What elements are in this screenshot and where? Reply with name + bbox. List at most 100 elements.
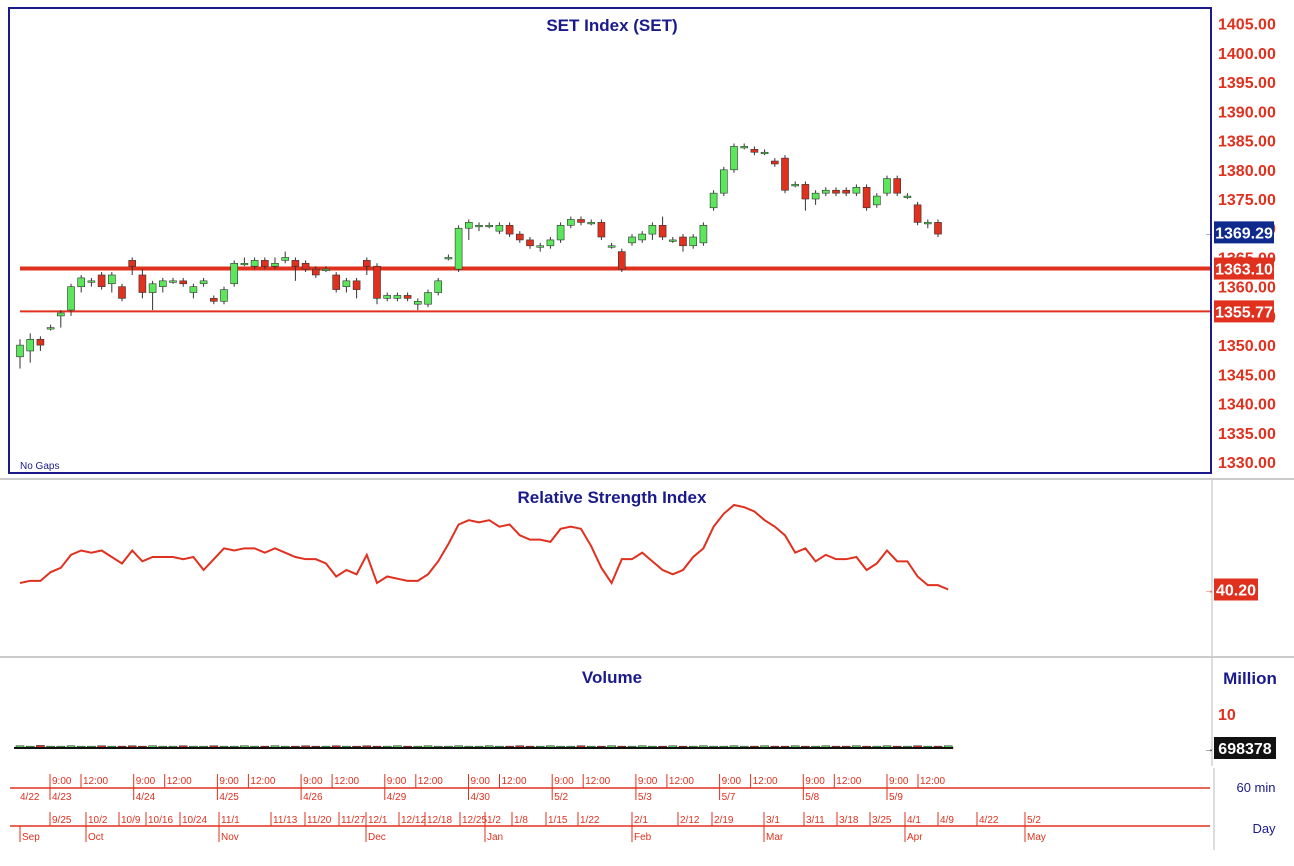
month-label: Sep (22, 832, 40, 843)
month-label: Feb (634, 832, 652, 843)
price-y-tick-label: 1350.00 (1218, 338, 1276, 355)
candle-body (77, 277, 85, 287)
intraday-hour-label: 9:00 (52, 776, 72, 787)
candle-body (434, 280, 443, 293)
candle-body (169, 280, 177, 283)
candle-body (934, 222, 942, 235)
candle-body (566, 219, 575, 226)
daily-date-label: 3/18 (839, 815, 859, 826)
month-label: May (1027, 832, 1046, 843)
intraday-hour-label: 12:00 (836, 776, 861, 787)
candle-body (648, 225, 657, 235)
intraday-hour-label: 9:00 (889, 776, 909, 787)
price-hline-label: 1363.10 (1215, 262, 1273, 279)
candle-body (352, 280, 361, 290)
candle-body (148, 283, 157, 293)
daily-date-label: 3/1 (766, 815, 780, 826)
month-label: Dec (368, 832, 386, 843)
candle-body (250, 260, 259, 267)
intraday-day-label: 5/3 (638, 792, 652, 803)
intraday-hour-label: 12:00 (753, 776, 778, 787)
daily-date-label: 1/22 (580, 815, 600, 826)
candle-body (740, 146, 749, 149)
candle-body (495, 225, 504, 232)
no-gaps-note: No Gaps (20, 461, 59, 472)
intraday-hour-label: 12:00 (585, 776, 610, 787)
daily-date-label: 4/9 (940, 815, 954, 826)
candle-body (179, 280, 187, 285)
candle-body (689, 236, 698, 247)
daily-date-label: 12/25 (462, 815, 487, 826)
volume-chart-title: Volume (582, 668, 642, 687)
candle-body (679, 236, 687, 247)
price-y-tick-label: 1375.00 (1218, 192, 1276, 209)
candle-body (475, 225, 483, 228)
candle-body (546, 239, 555, 247)
price-hline-badge (1214, 300, 1274, 323)
daily-date-label: 11/1 (221, 815, 240, 826)
intraday-hour-label: 9:00 (219, 776, 239, 787)
candle-body (373, 265, 381, 299)
candle-body (883, 178, 891, 194)
month-label: Apr (907, 832, 923, 843)
candle-body (760, 151, 769, 155)
candle-body (515, 233, 524, 241)
daily-date-label: 12/1 (368, 815, 388, 826)
candle-body (668, 239, 677, 242)
price-y-tick-label: 1335.00 (1218, 426, 1276, 443)
candle-body (46, 327, 55, 330)
candle-body (923, 222, 932, 225)
candle-body (628, 236, 636, 244)
rsi-last-value-label: 40.20 (1216, 583, 1256, 600)
candle-body (709, 192, 718, 209)
candle-body (821, 189, 830, 194)
candle-body (770, 160, 779, 165)
intraday-day-label: 5/7 (722, 792, 736, 803)
candle-body (903, 195, 912, 198)
month-label: Mar (766, 832, 784, 843)
intraday-hour-label: 9:00 (805, 776, 825, 787)
price-horizontal-lines: 1363.10 1355.77 (20, 257, 1274, 323)
daily-axis-label: Day (1252, 821, 1276, 836)
intraday-hour-label: 12:00 (418, 776, 443, 787)
price-y-tick-label: 1390.00 (1218, 104, 1276, 121)
candle-body (587, 222, 596, 225)
candle-body (260, 260, 269, 267)
price-hline-badge (1214, 257, 1274, 280)
candle-body (842, 189, 851, 194)
candle-body (526, 239, 534, 247)
intraday-hour-label: 12:00 (334, 776, 359, 787)
candle-body (536, 245, 545, 248)
candle-body (862, 187, 871, 209)
rsi-line (19, 503, 949, 591)
price-last-value-label: 1369.29 (1215, 225, 1273, 242)
daily-date-label: 5/2 (1027, 815, 1041, 826)
volume-last-value-label: 698378 (1218, 741, 1271, 758)
daily-date-label: 2/12 (680, 815, 700, 826)
candle-body (383, 295, 392, 299)
candle-body (118, 286, 126, 299)
candle-body (342, 280, 351, 287)
candle-body (291, 260, 300, 267)
candle-body (750, 149, 759, 153)
month-label: Oct (88, 832, 104, 843)
candle-body (108, 274, 116, 285)
intraday-hour-label: 9:00 (638, 776, 658, 787)
candle-body (26, 338, 35, 352)
candle-body (617, 251, 626, 270)
candle-body (781, 157, 789, 191)
candle-body (444, 257, 453, 260)
rsi-chart-title: Relative Strength Index (518, 488, 707, 507)
intraday-day-label: 5/9 (889, 792, 903, 803)
intraday-hour-label: 12:00 (502, 776, 527, 787)
candle-body (311, 268, 320, 276)
volume-units-label: Million (1223, 669, 1277, 688)
price-last-value: → 1369.29 (1204, 221, 1274, 244)
intraday-hour-label: 9:00 (722, 776, 742, 787)
candle-body (403, 295, 412, 299)
intraday-hour-label: 12:00 (83, 776, 108, 787)
candle-body (505, 225, 514, 235)
candle-body (597, 222, 606, 238)
candle-body (189, 286, 198, 293)
